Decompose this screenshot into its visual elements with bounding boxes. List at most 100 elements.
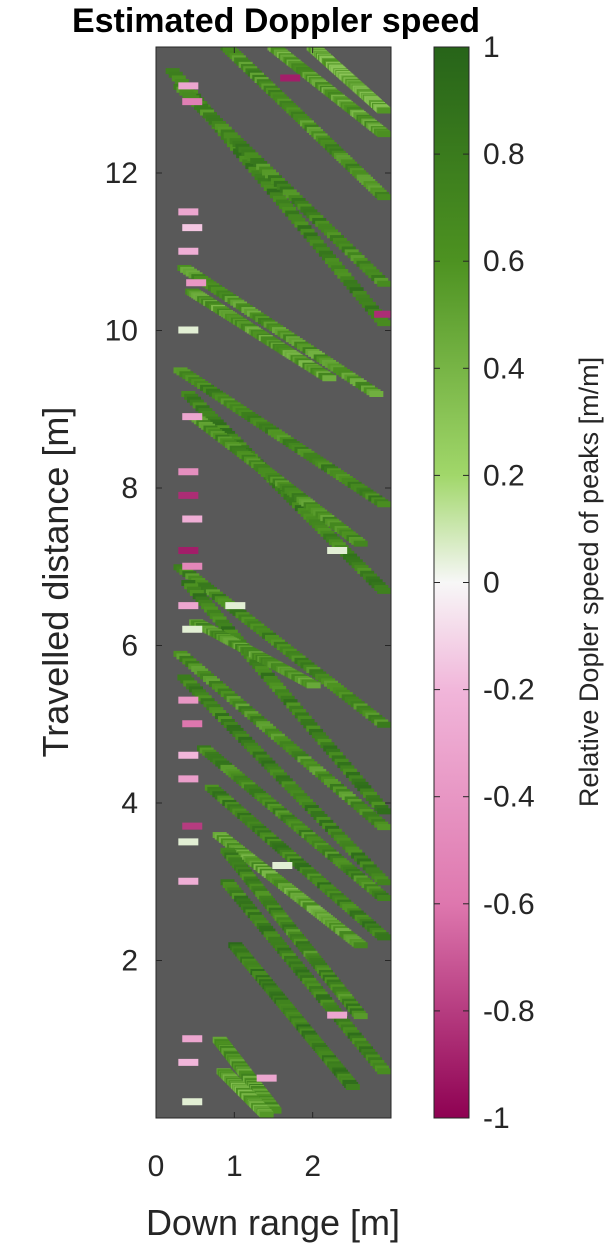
streak-cell bbox=[209, 613, 224, 620]
streak-cell bbox=[165, 68, 180, 75]
streak-cell bbox=[315, 247, 330, 254]
streak-cell bbox=[294, 712, 309, 719]
colorbar-tick-label: -0.8 bbox=[483, 995, 535, 1028]
y-tick-label: 2 bbox=[121, 945, 138, 978]
streak-cell bbox=[266, 679, 281, 686]
streak-cell bbox=[272, 195, 287, 202]
streak-cell bbox=[171, 75, 186, 82]
patch-cell bbox=[182, 413, 203, 421]
patch-cell bbox=[327, 1011, 348, 1019]
patch-cell bbox=[178, 547, 199, 554]
streak-cell bbox=[242, 159, 257, 166]
streak-cell bbox=[260, 181, 275, 188]
streak-cell bbox=[343, 768, 358, 775]
streak-cell bbox=[297, 225, 312, 232]
colorbar-tick-label: -0.6 bbox=[483, 888, 535, 921]
colorbar-tick-label: -0.4 bbox=[483, 781, 535, 814]
streak-cell bbox=[377, 280, 391, 287]
streak-cell bbox=[257, 669, 272, 676]
streak-cell bbox=[212, 616, 227, 623]
streak-cell bbox=[340, 276, 355, 283]
streak-cell bbox=[204, 606, 219, 613]
x-axis: 0 1 2 bbox=[148, 47, 321, 1183]
colorbar-tick-label: -1 bbox=[483, 1102, 510, 1135]
streak-cell bbox=[168, 71, 183, 78]
streak-cell bbox=[328, 752, 343, 759]
streak-cell bbox=[309, 239, 324, 246]
streak-cell bbox=[323, 745, 338, 752]
streak-cell bbox=[252, 662, 267, 669]
patch-cell bbox=[272, 862, 293, 869]
streak-cell bbox=[354, 781, 369, 788]
colorbar-title: Relative Dopler speed of peaks [m/m] bbox=[574, 357, 604, 807]
streak-cell bbox=[223, 629, 238, 636]
patch-cell bbox=[256, 1074, 277, 1082]
patch-cell bbox=[182, 1098, 203, 1106]
streak-cell bbox=[377, 808, 391, 815]
patch-cell bbox=[182, 625, 203, 633]
patch-cell bbox=[225, 602, 246, 610]
streak-cell bbox=[272, 685, 287, 692]
streak-cell bbox=[300, 719, 315, 726]
y-tick-label: 6 bbox=[121, 630, 138, 663]
streak-cell bbox=[239, 155, 254, 162]
patch-cell bbox=[186, 279, 207, 287]
streak-cell bbox=[331, 755, 346, 762]
streak-cell bbox=[189, 589, 204, 596]
streak-cell bbox=[374, 805, 389, 812]
streak-cell bbox=[218, 623, 233, 630]
patch-cell bbox=[182, 720, 203, 728]
y-axis: 2 4 6 8 10 12 bbox=[105, 157, 391, 978]
patch-cell bbox=[178, 326, 199, 334]
streak-cell bbox=[314, 735, 329, 742]
streak-6 bbox=[185, 288, 337, 382]
streak-cell bbox=[279, 203, 294, 210]
streak-cell bbox=[377, 320, 391, 327]
streak-18 bbox=[220, 847, 368, 1020]
streak-cell bbox=[294, 221, 309, 228]
streak-cell bbox=[276, 199, 291, 206]
streak-cell bbox=[187, 586, 202, 593]
patch-cell bbox=[178, 751, 199, 759]
streak-cell bbox=[283, 699, 298, 706]
streak-cell bbox=[337, 272, 352, 279]
streak-cell bbox=[360, 788, 375, 795]
streak-cell bbox=[255, 666, 270, 673]
streak-cell bbox=[306, 682, 321, 689]
streak-cell bbox=[374, 316, 389, 323]
streak-cell bbox=[377, 934, 391, 941]
streak-cell bbox=[346, 283, 361, 290]
streak-cell bbox=[377, 895, 391, 901]
colorbar-tick-label: 1 bbox=[483, 31, 500, 64]
streak-7 bbox=[173, 367, 391, 508]
streak-cell bbox=[364, 305, 379, 312]
streak-15 bbox=[197, 745, 391, 901]
streak-cell bbox=[353, 540, 368, 547]
patch-cell bbox=[178, 82, 199, 90]
streak-4 bbox=[306, 47, 391, 114]
streak-cell bbox=[277, 692, 292, 699]
plot-frame bbox=[155, 46, 392, 1119]
streak-cell bbox=[221, 626, 236, 633]
patch-cell bbox=[182, 515, 203, 523]
streak-cell bbox=[195, 596, 210, 603]
streak-cell bbox=[351, 778, 366, 785]
streak-cell bbox=[377, 587, 391, 594]
streak-cell bbox=[297, 715, 312, 722]
streak-cell bbox=[311, 732, 326, 739]
streak-20 bbox=[228, 942, 360, 1090]
streak-cell bbox=[325, 258, 340, 265]
patch-cell bbox=[178, 468, 199, 476]
streak-cell bbox=[377, 131, 391, 138]
streak-cell bbox=[267, 1107, 282, 1114]
streak-cell bbox=[269, 192, 284, 199]
streak-cell bbox=[257, 177, 272, 184]
y-tick-label: 10 bbox=[105, 315, 138, 348]
patch-cell bbox=[178, 247, 199, 255]
streak-cell bbox=[254, 174, 269, 181]
streak-cell bbox=[285, 210, 300, 217]
patch-cell bbox=[182, 98, 203, 106]
streak-cell bbox=[259, 1111, 274, 1118]
patch-cell bbox=[178, 1058, 199, 1066]
